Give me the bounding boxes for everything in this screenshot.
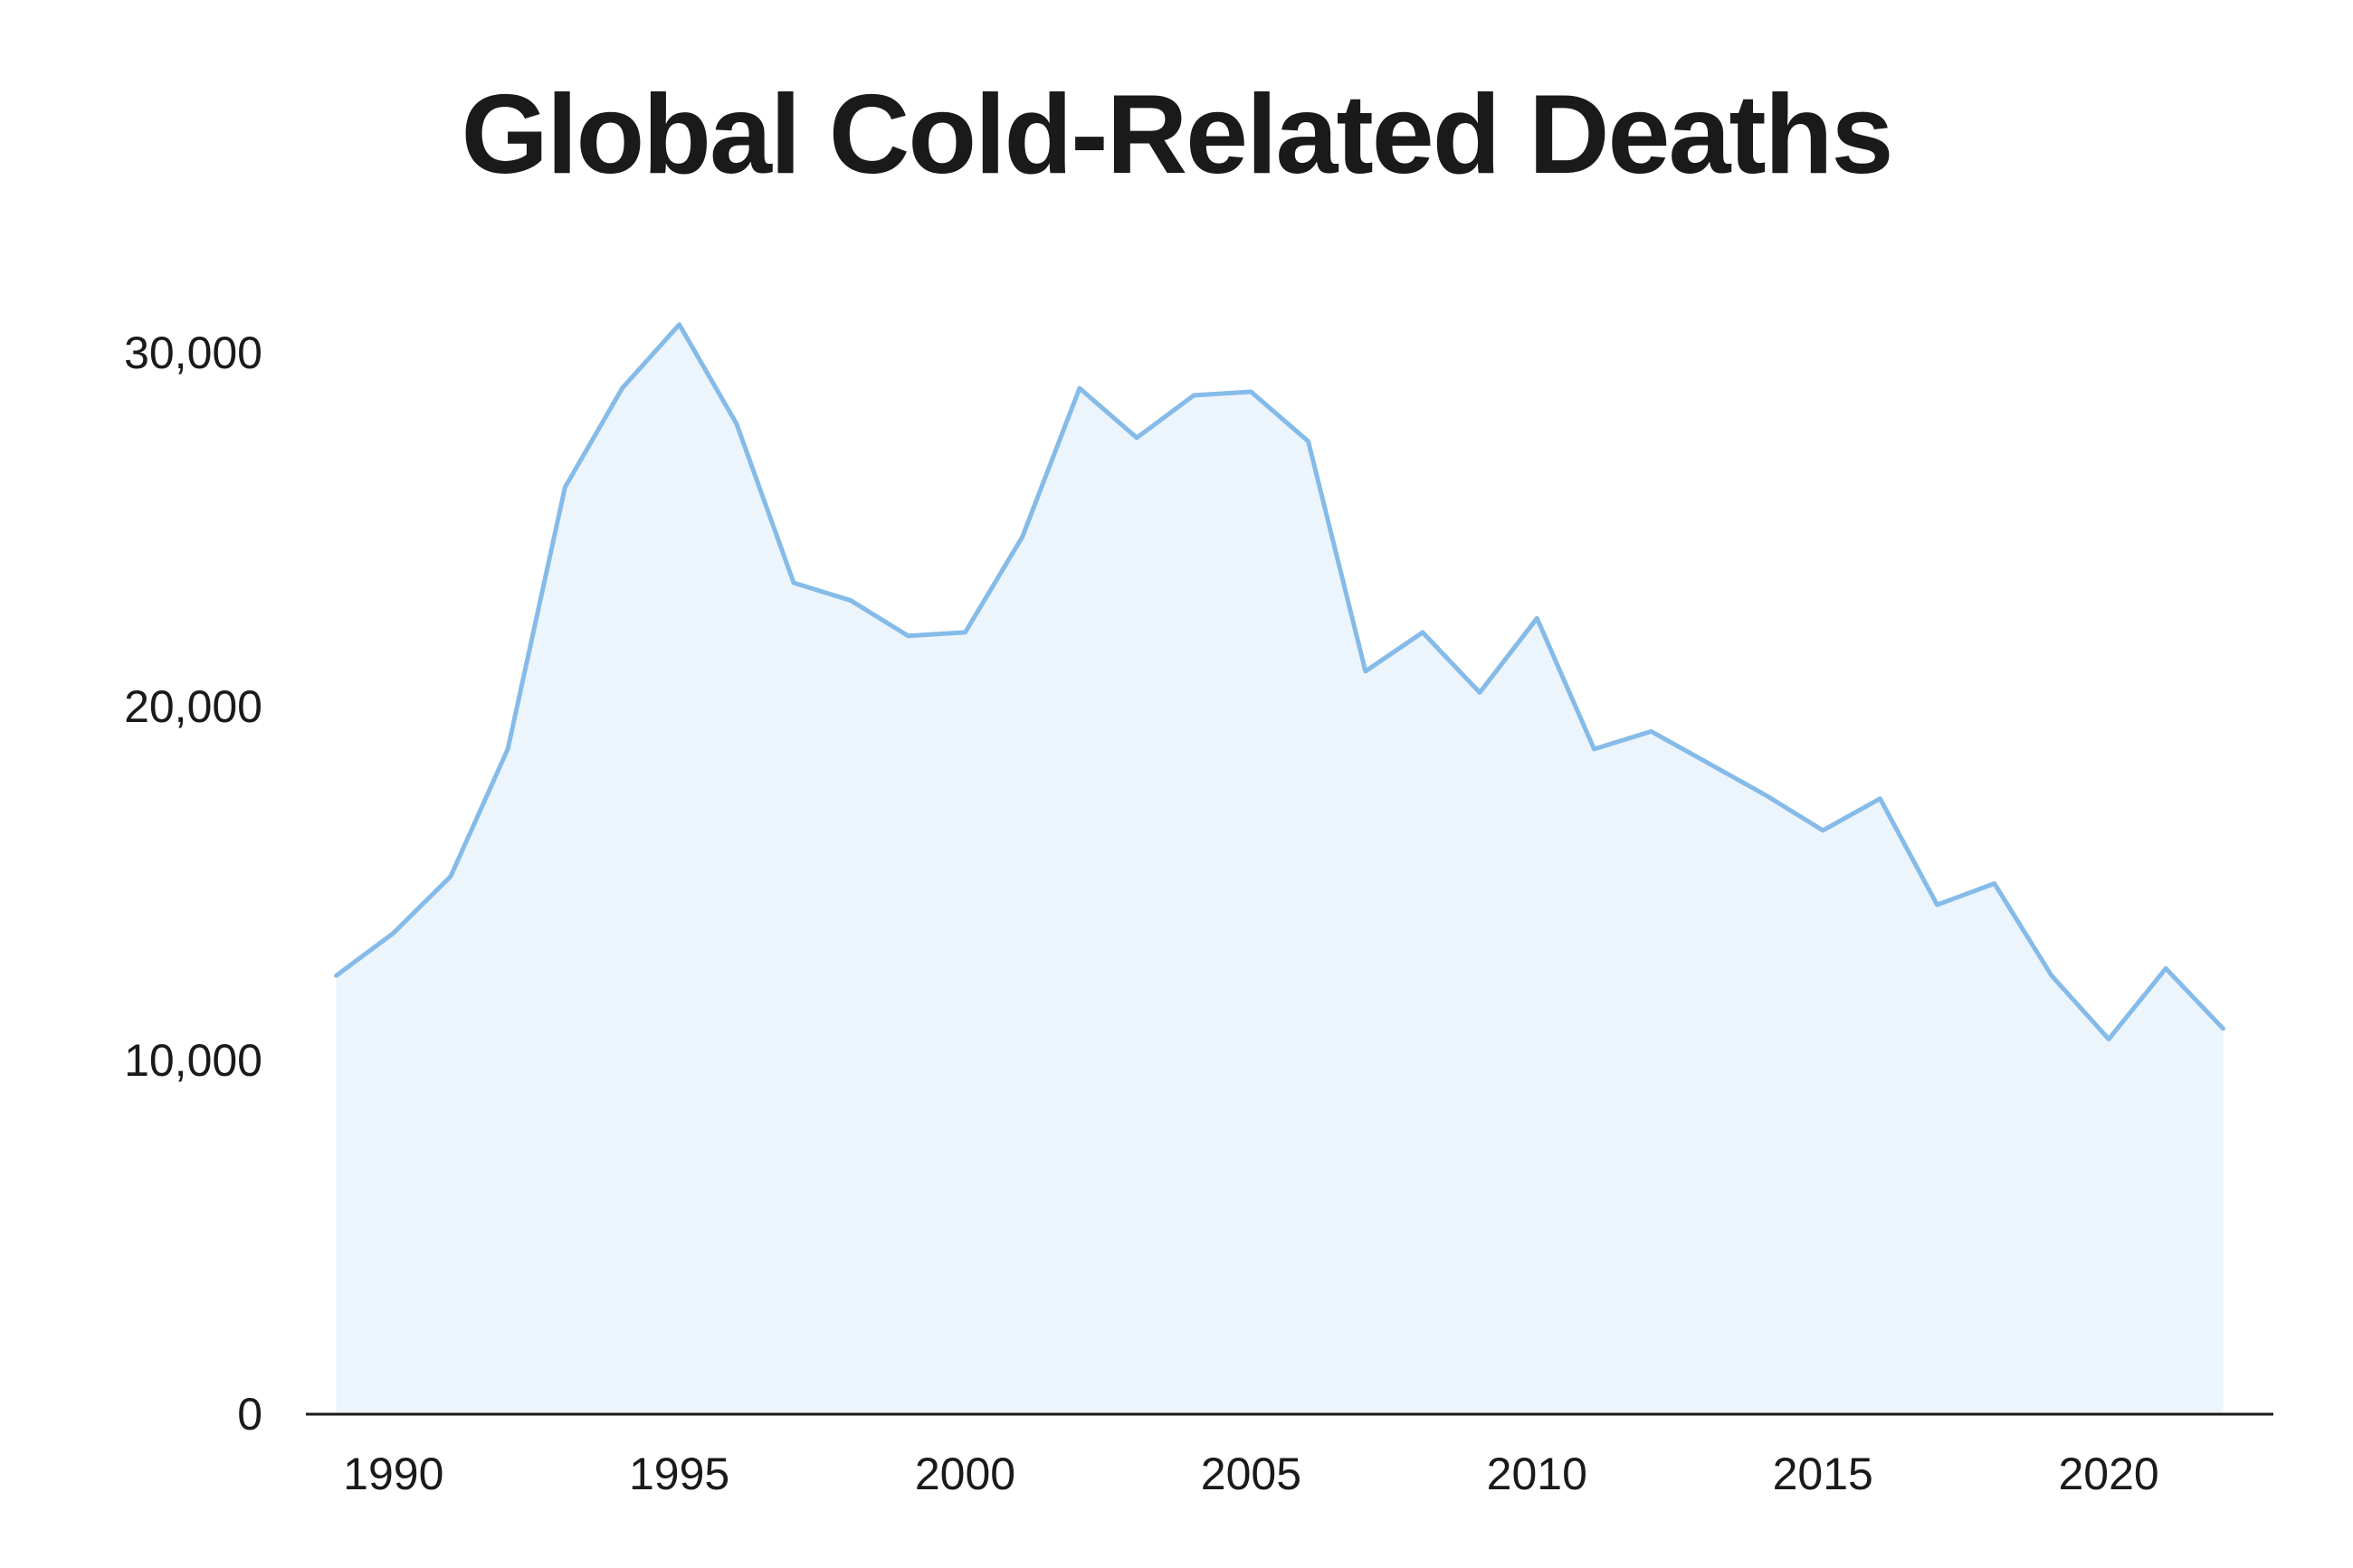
y-tick-label-30000: 30,000 xyxy=(124,328,262,378)
x-tick-label-1995: 1995 xyxy=(629,1449,729,1499)
y-tick-label-10000: 10,000 xyxy=(124,1035,262,1086)
series-line xyxy=(334,322,2225,1041)
y-axis: 0 10,000 20,000 30,000 xyxy=(124,328,262,1440)
chart-title: Global Cold-Related Deaths xyxy=(461,72,1894,197)
plot-area xyxy=(334,322,2225,1415)
x-axis: 1990 1995 2000 2005 2010 2015 2020 xyxy=(306,1412,2273,1499)
y-tick-label-20000: 20,000 xyxy=(124,681,262,732)
x-tick-label-2010: 2010 xyxy=(1487,1449,1587,1499)
x-tick-label-2005: 2005 xyxy=(1201,1449,1301,1499)
area-fill xyxy=(336,324,2224,1415)
x-tick-label-1990: 1990 xyxy=(343,1449,443,1499)
x-tick-label-2015: 2015 xyxy=(1773,1449,1873,1499)
x-tick-label-2000: 2000 xyxy=(915,1449,1015,1499)
x-tick-label-2020: 2020 xyxy=(2058,1449,2158,1499)
y-tick-label-0: 0 xyxy=(237,1389,262,1440)
